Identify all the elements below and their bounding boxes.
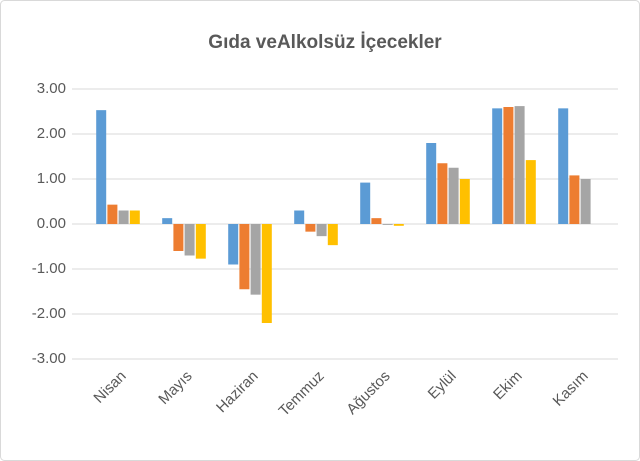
bar	[228, 224, 239, 265]
bar	[569, 175, 580, 224]
bar	[459, 179, 470, 224]
bar	[184, 224, 195, 256]
bar	[294, 210, 305, 224]
bar	[305, 224, 316, 232]
bar	[360, 182, 371, 224]
chart-title: Gıda veAlkolsüz İçecekler	[208, 32, 442, 53]
bar	[382, 224, 393, 225]
bar	[316, 224, 327, 237]
bar	[437, 163, 448, 224]
y-tick-label: 2.00	[37, 125, 66, 142]
bar	[129, 210, 140, 224]
bar	[393, 224, 404, 226]
bar	[261, 224, 272, 323]
y-tick-label: -3.00	[32, 350, 66, 367]
bar	[448, 167, 459, 224]
bar	[525, 160, 536, 224]
bar	[426, 143, 437, 224]
bar	[371, 218, 382, 224]
y-tick-label: 1.00	[37, 170, 66, 187]
bar	[162, 218, 173, 224]
bar	[492, 108, 503, 224]
bar	[514, 106, 525, 224]
bar	[96, 110, 107, 224]
bar	[195, 224, 206, 259]
bar	[118, 210, 129, 224]
y-tick-label: -2.00	[32, 305, 66, 322]
bar	[580, 179, 591, 224]
bar	[503, 107, 514, 224]
y-tick-label: 3.00	[37, 80, 66, 97]
bar	[558, 108, 569, 224]
bar	[327, 224, 338, 246]
y-tick-label: -1.00	[32, 260, 66, 277]
bar	[107, 204, 118, 224]
bar	[250, 224, 261, 295]
bar	[239, 224, 250, 290]
y-tick-label: 0.00	[37, 215, 66, 232]
bar	[173, 224, 184, 251]
